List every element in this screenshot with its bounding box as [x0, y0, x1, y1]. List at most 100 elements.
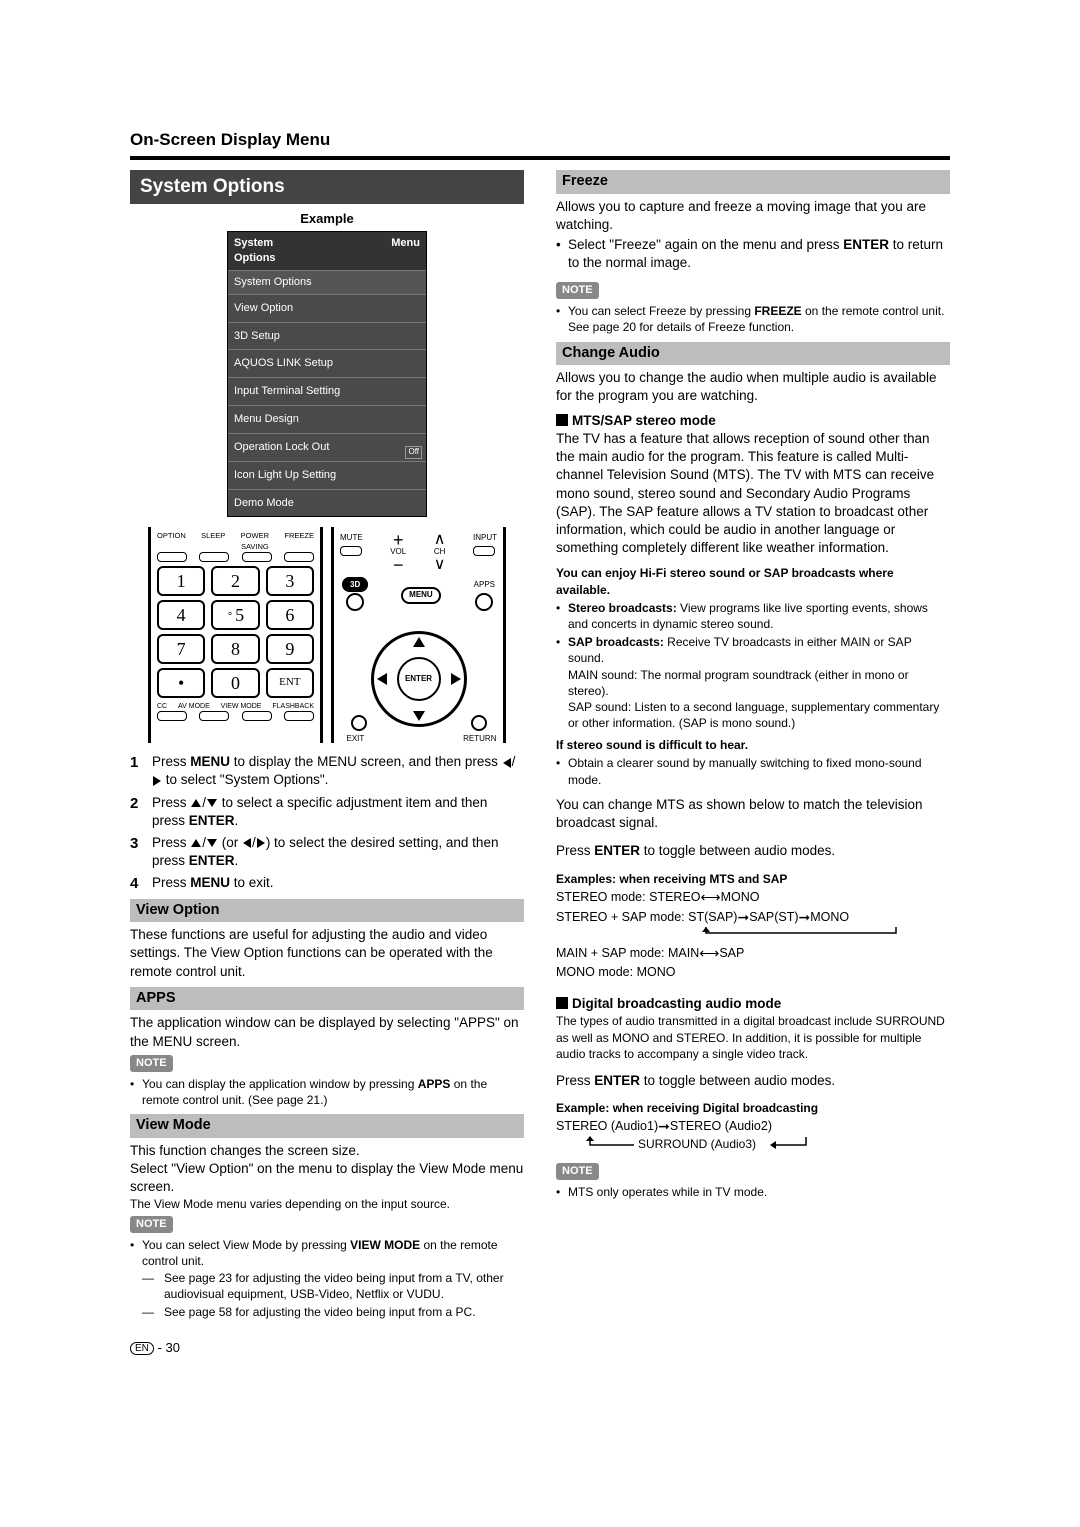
ex-mono-mode: MONO mode: MONO: [556, 964, 950, 981]
freeze-heading: Freeze: [556, 170, 950, 194]
arrow-right-icon: ➞: [737, 908, 749, 927]
step-3: Press / (or /) to select the desired set…: [130, 834, 524, 870]
num-4: 4: [157, 600, 205, 630]
surround-label: SURROUND (Audio3): [638, 1137, 756, 1151]
num-1: 1: [157, 566, 205, 596]
ex-stereo-mode: STEREO mode: STEREO ⟷ MONO: [556, 888, 950, 907]
menu-item: Icon Light Up Setting: [228, 461, 426, 489]
menu-pill: MENU: [401, 587, 441, 604]
ex-digital-flow: STEREO (Audio1) ➞ STEREO (Audio2) SURROU…: [556, 1117, 950, 1154]
change-audio-heading: Change Audio: [556, 342, 950, 366]
remote-mini-button: [157, 711, 187, 721]
menu-item: View Option: [228, 294, 426, 322]
dpad-right-icon: [451, 673, 461, 685]
remote-mini-button: [199, 552, 229, 562]
mute-label: MUTE: [340, 533, 363, 544]
up-arrow-icon: [191, 799, 201, 807]
off-badge: Off: [405, 446, 422, 459]
digital-heading: Digital broadcasting audio mode: [556, 995, 950, 1013]
remote-label: VIEW MODE: [221, 702, 262, 711]
dpad-down-icon: [413, 711, 425, 721]
obtain-clearer: Obtain a clearer sound by manually switc…: [556, 755, 950, 787]
square-bullet-icon: [556, 997, 568, 1009]
view-mode-heading: View Mode: [130, 1114, 524, 1138]
ch-down-icon: ∨: [434, 558, 446, 572]
system-options-heading: System Options: [130, 170, 524, 204]
freeze-bullet: Select "Freeze" again on the menu and pr…: [556, 236, 950, 272]
loop-arrow-icon: [696, 926, 916, 940]
3d-pill: 3D: [342, 577, 368, 592]
left-column: System Options Example System Options Me…: [130, 170, 524, 1326]
menu-item: Menu Design: [228, 405, 426, 433]
ch-up-icon: ∧: [434, 533, 446, 547]
view-mode-l2: Select "View Option" on the menu to disp…: [130, 1160, 524, 1196]
remote-mini-button: [199, 711, 229, 721]
header-rule: [130, 156, 950, 160]
exit-button: [351, 715, 367, 731]
instruction-steps: Press MENU to display the MENU screen, a…: [130, 753, 524, 893]
mts-heading: MTS/SAP stereo mode: [556, 412, 950, 430]
view-mode-dash2: See page 58 for adjusting the video bein…: [142, 1304, 524, 1320]
note-badge: NOTE: [130, 1216, 173, 1233]
loop-arrow-icon: SURROUND (Audio3): [556, 1136, 816, 1154]
page-title: On-Screen Display Menu: [130, 130, 950, 150]
ex-main-sap-mode: MAIN + SAP mode: MAIN ⟷ SAP: [556, 944, 950, 963]
remote-label: OPTION: [157, 531, 186, 551]
menu-title-row: System Options: [228, 270, 426, 294]
mts-para: The TV has a feature that allows recepti…: [556, 430, 950, 558]
right-column: Freeze Allows you to capture and freeze …: [556, 170, 950, 1326]
remote-mini-button: [242, 711, 272, 721]
main-sound: MAIN sound: The normal program soundtrac…: [568, 668, 909, 698]
footer-dash: -: [158, 1340, 162, 1355]
step-1: Press MENU to display the MENU screen, a…: [130, 753, 524, 789]
apps-note: You can display the application window b…: [130, 1076, 524, 1108]
press-enter-1: Press ENTER to toggle between audio mode…: [556, 842, 950, 860]
press-enter-2: Press ENTER to toggle between audio mode…: [556, 1072, 950, 1090]
dpad-left-icon: [377, 673, 387, 685]
menu-header-right: Menu: [391, 236, 420, 266]
view-mode-note: You can select View Mode by pressing VIE…: [130, 1237, 524, 1320]
left-arrow-icon: [503, 758, 511, 768]
ex-stereo-sap-mode: STEREO + SAP mode: ST(SAP) ➞ SAP(ST) ➞ M…: [556, 908, 950, 941]
remote-mini-button: [242, 552, 272, 562]
osd-menu-example: System Options Menu System Options View …: [227, 231, 427, 517]
mute-button: [340, 546, 362, 556]
view-option-heading: View Option: [130, 899, 524, 923]
view-option-intro: These functions are useful for adjusting…: [130, 926, 524, 981]
return-label: RETURN: [463, 734, 496, 745]
apps-heading: APPS: [130, 987, 524, 1011]
remote-label: FREEZE: [284, 531, 314, 551]
num-9: 9: [266, 634, 314, 664]
change-mts-note: You can change MTS as shown below to mat…: [556, 796, 950, 832]
remote-label: AV MODE: [178, 702, 210, 711]
num-3: 3: [266, 566, 314, 596]
freeze-body: Allows you to capture and freeze a movin…: [556, 198, 950, 234]
num-ent: ENT: [266, 668, 314, 698]
change-audio-body: Allows you to change the audio when mult…: [556, 369, 950, 405]
remote-label: CC: [157, 702, 167, 711]
step-2: Press / to select a specific adjustment …: [130, 794, 524, 830]
remote-numpad: OPTION SLEEP POWER SAVING FREEZE 1 2 3 4…: [148, 527, 323, 743]
vol-minus-icon: −: [390, 558, 406, 572]
menu-item: Operation Lock OutOff: [228, 433, 426, 461]
stereo-broadcast: Stereo broadcasts: View programs like li…: [556, 600, 950, 632]
dpad: ENTER EXIT RETURN: [349, 619, 489, 739]
menu-item: Input Terminal Setting: [228, 377, 426, 405]
note-badge: NOTE: [556, 282, 599, 299]
up-arrow-icon: [191, 839, 201, 847]
num-5: ∘5: [211, 600, 259, 630]
remote-mini-button: [284, 552, 314, 562]
menu-item: Demo Mode: [228, 489, 426, 517]
left-arrow-icon: [243, 838, 251, 848]
3d-button: [346, 593, 364, 611]
view-mode-l3: The View Mode menu varies depending on t…: [130, 1196, 524, 1212]
remote-diagram: OPTION SLEEP POWER SAVING FREEZE 1 2 3 4…: [130, 527, 524, 743]
apps-body: The application window can be displayed …: [130, 1014, 524, 1050]
exit-label: EXIT: [347, 734, 365, 745]
input-label: INPUT: [473, 533, 497, 544]
down-arrow-icon: [207, 839, 217, 847]
num-6: 6: [266, 600, 314, 630]
apps-label: APPS: [474, 580, 495, 589]
double-arrow-icon: ⟷: [701, 888, 721, 907]
menu-item: 3D Setup: [228, 322, 426, 350]
